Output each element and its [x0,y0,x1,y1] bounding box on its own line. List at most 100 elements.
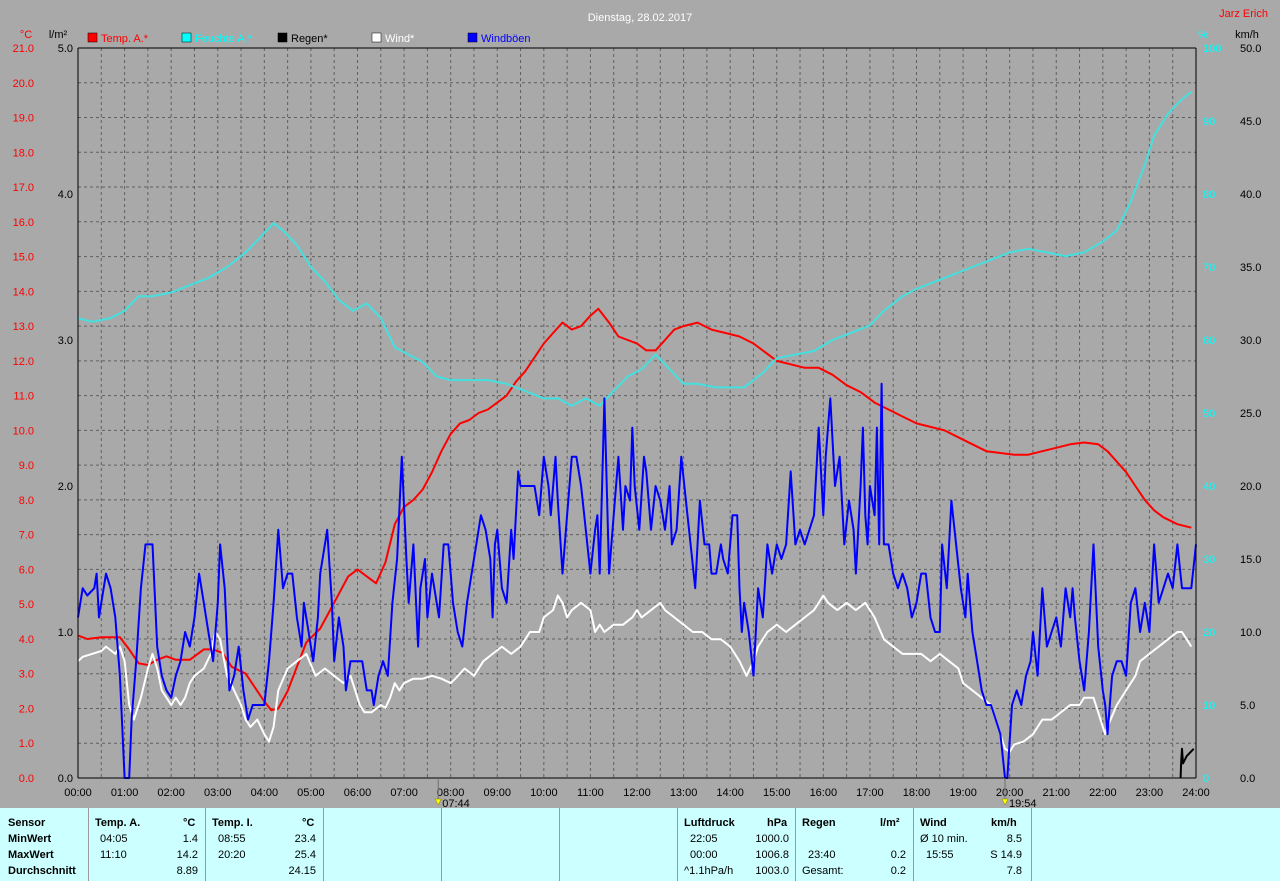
wind-tick-label: 15.0 [1240,554,1261,566]
temp-a-header: Temp. A. [95,817,141,829]
humidity-tick-label: 0 [1203,773,1209,785]
temp-i-min-time: 08:55 [218,833,246,845]
temp-unit-label: °C [20,29,32,41]
chart-title: Dienstag, 28.02.2017 [588,12,693,24]
row-label-avg: Durchschnitt [8,865,76,877]
temp-i-unit: °C [302,817,315,829]
temp-i-min: 23.4 [294,833,316,845]
x-tick-label: 21:00 [1042,787,1070,799]
temp-tick-label: 4.0 [19,634,34,646]
rain-total: 0.2 [890,865,906,877]
legend-label-2: Regen* [291,33,328,45]
x-tick-label: 11:00 [577,787,604,799]
pressure-trend-label: ^1.1hPa/h [684,865,734,877]
humidity-tick-label: 50 [1203,408,1215,420]
x-tick-label: 04:00 [251,787,279,799]
temp-tick-label: 9.0 [19,460,34,472]
pressure-max: 1006.8 [755,849,789,861]
wind-max: S 14.9 [990,849,1022,861]
temp-tick-label: 18.0 [13,147,34,159]
x-tick-label: 16:00 [810,787,838,799]
sensor-header: Sensor [8,817,46,829]
x-tick-label: 05:00 [297,787,325,799]
temp-a-min: 1.4 [182,833,198,845]
x-tick-label: 13:00 [670,787,698,799]
temp-tick-label: 19.0 [13,113,34,125]
rain-tick-label: 4.0 [58,189,73,201]
x-tick-label: 23:00 [1136,787,1164,799]
temp-tick-label: 14.0 [13,286,34,298]
series-line-2 [1179,747,1195,779]
series-line-0 [77,307,1192,712]
pressure-max-time: 00:00 [690,849,718,861]
pressure-min: 1000.0 [755,833,789,845]
temp-i-max: 25.4 [294,849,316,861]
rain-total-label: Gesamt: [802,865,844,877]
wind-unit-label: km/h [1235,29,1259,41]
x-tick-label: 15:00 [763,787,791,799]
temp-tick-label: 15.0 [13,252,34,264]
legend-label-1: Feuchte A.* [195,33,253,45]
rain-tick-label: 3.0 [58,335,73,347]
wind-tick-label: 40.0 [1240,189,1261,201]
rain-value: 0.2 [890,849,906,861]
pressure-header: Luftdruck [684,817,735,829]
x-tick-label: 19:00 [949,787,977,799]
x-tick-label: 00:00 [64,787,92,799]
text-layer: Dienstag, 28.02.2017 Jarz Erich Temp. A.* F… [13,8,1268,808]
rain-unit-label: l/m² [49,29,68,41]
series-line-4 [77,382,1197,779]
wind-avg-label: Ø 10 min. [920,833,968,845]
wind-tick-label: 45.0 [1240,116,1261,128]
temp-tick-label: 17.0 [13,182,34,194]
legend-label-3: Wind* [385,33,415,45]
humidity-tick-label: 20 [1203,627,1215,639]
temp-tick-label: 8.0 [19,495,34,507]
legend-swatch-3 [371,32,382,43]
temp-tick-label: 2.0 [19,703,34,715]
wind-tick-label: 10.0 [1240,627,1261,639]
temp-tick-label: 12.0 [13,356,34,368]
marker-icon-0 [434,798,442,806]
humidity-tick-label: 40 [1203,481,1215,493]
x-tick-label: 01:00 [111,787,139,799]
wind-tick-label: 5.0 [1240,700,1255,712]
temp-tick-label: 21.0 [13,43,34,55]
temp-a-avg: 8.89 [176,865,198,877]
temp-i-avg: 24.15 [288,865,316,877]
axes-layer [77,47,1197,779]
humidity-tick-label: 80 [1203,189,1215,201]
rain-tick-label: 5.0 [58,43,73,55]
humidity-tick-label: 100 [1203,43,1221,55]
temp-i-header: Temp. I. [212,817,253,829]
grid [78,48,1196,778]
temp-a-max-time: 11:10 [100,849,127,861]
pressure-unit: hPa [767,817,788,829]
x-tick-label: 18:00 [903,787,931,799]
temp-tick-label: 0.0 [19,773,34,785]
temp-tick-label: 11.0 [13,391,34,403]
wind-tick-label: 50.0 [1240,43,1261,55]
temp-a-min-time: 04:05 [100,833,128,845]
wind-tick-label: 0.0 [1240,773,1255,785]
wind-header: Wind [920,817,947,829]
stats-panel: Sensor MinWert MaxWert Durchschnitt Temp… [0,808,1280,881]
marker-label-1: 19:54 [1009,798,1037,808]
weather-chart: Dienstag, 28.02.2017 Jarz Erich Temp. A.* F… [13,8,1268,808]
marker-icon-1 [1001,798,1009,806]
legend-label-0: Temp. A.* [101,33,149,45]
humidity-tick-label: 90 [1203,116,1215,128]
legend-label-4: Windböen [481,33,531,45]
author-label: Jarz Erich [1219,8,1268,20]
wind-mean: 7.8 [1006,865,1022,877]
x-tick-label: 07:00 [390,787,418,799]
x-tick-label: 03:00 [204,787,232,799]
rain-header: Regen [802,817,836,829]
temp-tick-label: 5.0 [19,599,34,611]
temp-tick-label: 16.0 [13,217,34,229]
temp-tick-label: 3.0 [19,669,34,681]
humidity-tick-label: 70 [1203,262,1215,274]
series-line-3 [77,594,1193,753]
wind-tick-label: 25.0 [1240,408,1261,420]
temp-i-max-time: 20:20 [218,849,246,861]
